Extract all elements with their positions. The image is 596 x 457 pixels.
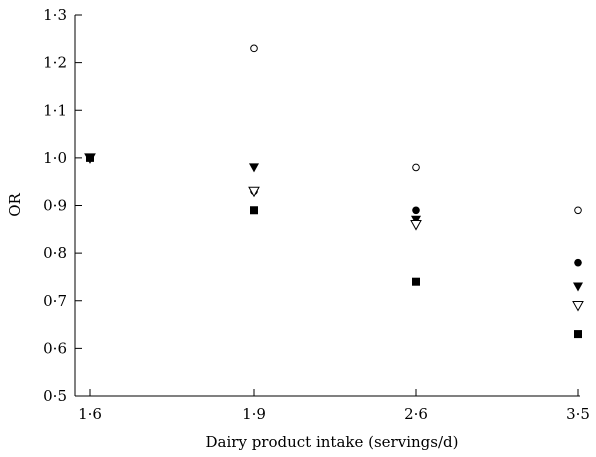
y-tick-label: 1·1 bbox=[43, 101, 67, 119]
y-tick-label: 1·0 bbox=[43, 149, 67, 167]
x-tick-label: 2·6 bbox=[404, 405, 428, 423]
point-open-circle-1 bbox=[250, 44, 258, 53]
x-axis-ticks: 1·6 1·9 2·6 3·5 bbox=[78, 389, 590, 423]
point-open-circle-2 bbox=[412, 163, 420, 172]
y-axis-title: OR bbox=[6, 192, 24, 216]
y-tick-label: 0·5 bbox=[43, 387, 67, 405]
point-open-triangle-down-3 bbox=[572, 301, 584, 312]
point-filled-square-1 bbox=[250, 206, 258, 215]
point-open-triangle-down-2 bbox=[410, 220, 422, 231]
point-filled-triangle-down-3 bbox=[573, 282, 583, 292]
point-open-triangle-down-1 bbox=[248, 186, 260, 198]
x-tick-label: 1·9 bbox=[242, 405, 266, 423]
y-tick-label: 1·3 bbox=[43, 6, 67, 24]
point-filled-triangle-down-1 bbox=[249, 163, 259, 173]
y-tick-label: 0·7 bbox=[43, 292, 67, 310]
y-tick-label: 0·8 bbox=[43, 244, 67, 262]
x-tick-label: 1·6 bbox=[78, 405, 102, 423]
point-filled-square-3 bbox=[574, 330, 582, 339]
point-filled-circle-3 bbox=[574, 258, 582, 267]
x-tick-label: 3·5 bbox=[566, 405, 590, 423]
data-points bbox=[84, 44, 584, 339]
y-axis-ticks: 0·5 0·6 0·7 0·8 0·9 1·0 1·1 1·2 1·3 bbox=[43, 6, 82, 405]
point-open-circle-3 bbox=[574, 206, 582, 215]
y-tick-label: 0·9 bbox=[43, 197, 67, 215]
y-tick-label: 0·6 bbox=[43, 339, 67, 357]
x-axis-title: Dairy product intake (servings/d) bbox=[206, 433, 459, 451]
point-filled-square-2 bbox=[412, 277, 420, 286]
point-filled-circle-2 bbox=[412, 206, 420, 215]
y-tick-label: 1·2 bbox=[43, 54, 67, 72]
point-filled-square-0 bbox=[86, 153, 94, 162]
